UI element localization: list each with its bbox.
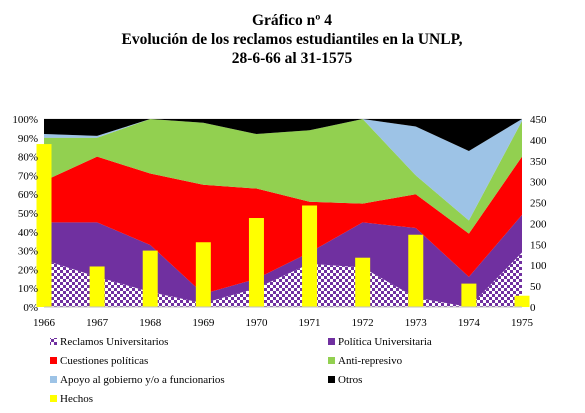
bar-hechos-1967 (89, 266, 105, 307)
legend-label: Otros (338, 374, 362, 386)
y-right-tick: 0 (530, 302, 536, 314)
legend: Reclamos Universitarios Política Universi… (50, 336, 432, 405)
y-left-tick: 20% (18, 264, 38, 276)
legend-label: Reclamos Universitarios (60, 336, 168, 348)
bar-hechos-1966 (36, 144, 52, 307)
y-right-tick: 400 (530, 135, 547, 147)
chart-title-line-3: 28-6-66 al 31-1575 (232, 50, 353, 67)
y-left-tick: 50% (18, 208, 38, 220)
y-left-tick: 60% (18, 189, 38, 201)
area-pol-tica-universitaria (44, 214, 522, 307)
area-apoyo-al-gobierno-y-o-a-funcionarios (44, 119, 522, 221)
hechos-bars (36, 144, 530, 307)
x-tick: 1969 (192, 317, 215, 329)
area-otros (44, 119, 522, 151)
y-right-tick: 300 (530, 177, 547, 189)
y-left-tick: 100% (12, 114, 38, 126)
y-right-tick: 150 (530, 239, 547, 251)
bar-hechos-1971 (302, 205, 318, 307)
bar-hechos-1970 (248, 218, 264, 307)
y-right-tick: 200 (530, 218, 547, 230)
axes: 0% 10% 20% 30% 40% 50% 60% 70% 80% 90% 100% 0 50 100 1… (12, 114, 547, 329)
x-tick: 1975 (511, 317, 534, 329)
x-tick: 1973 (405, 317, 428, 329)
bar-hechos-1975 (514, 295, 530, 307)
chart-title-line-1: Gráfico nº 4 (252, 12, 332, 29)
x-tick: 1967 (86, 317, 109, 329)
legend-label: Anti-represivo (338, 355, 403, 367)
legend-swatch (50, 395, 57, 402)
stacked-areas (44, 119, 522, 307)
y-right-tick: 50 (530, 281, 542, 293)
legend-label: Cuestiones políticas (60, 355, 148, 367)
bar-hechos-1968 (142, 250, 158, 307)
y-right-tick: 450 (530, 114, 547, 126)
bar-hechos-1972 (355, 257, 371, 307)
legend-swatch (328, 376, 335, 383)
legend-swatch (328, 338, 335, 345)
y-right-tick: 100 (530, 260, 547, 272)
bar-hechos-1969 (195, 242, 211, 307)
legend-swatch (50, 338, 57, 345)
y-left-tick: 80% (18, 152, 38, 164)
y-left-tick: 10% (18, 283, 38, 295)
bar-hechos-1974 (461, 283, 477, 307)
y-left-tick: 90% (18, 133, 38, 145)
legend-swatch (50, 357, 57, 364)
y-left-tick: 40% (18, 227, 38, 239)
area-reclamos-universitarios (44, 252, 522, 307)
y-left-tick: 0% (23, 302, 38, 314)
y-right-tick: 250 (530, 198, 547, 210)
x-tick: 1972 (352, 317, 374, 329)
legend-swatch (50, 376, 57, 383)
x-tick: 1966 (33, 317, 56, 329)
y-left-tick: 30% (18, 246, 38, 258)
legend-label: Apoyo al gobierno y/o a funcionarios (60, 374, 225, 386)
y-left-tick: 70% (18, 170, 38, 182)
legend-swatch (328, 357, 335, 364)
x-tick: 1974 (458, 317, 481, 329)
bar-hechos-1973 (408, 234, 424, 307)
chart-title-line-2: Evolución de los reclamos estudiantiles … (121, 31, 462, 48)
y-right-tick: 350 (530, 156, 547, 168)
x-tick: 1970 (245, 317, 268, 329)
area-cuestiones-pol-ticas (44, 156, 522, 294)
legend-label: Hechos (60, 393, 93, 405)
x-tick: 1971 (299, 317, 321, 329)
area-anti-represivo (44, 119, 522, 234)
x-tick: 1968 (139, 317, 162, 329)
legend-label: Política Universitaria (338, 336, 432, 348)
